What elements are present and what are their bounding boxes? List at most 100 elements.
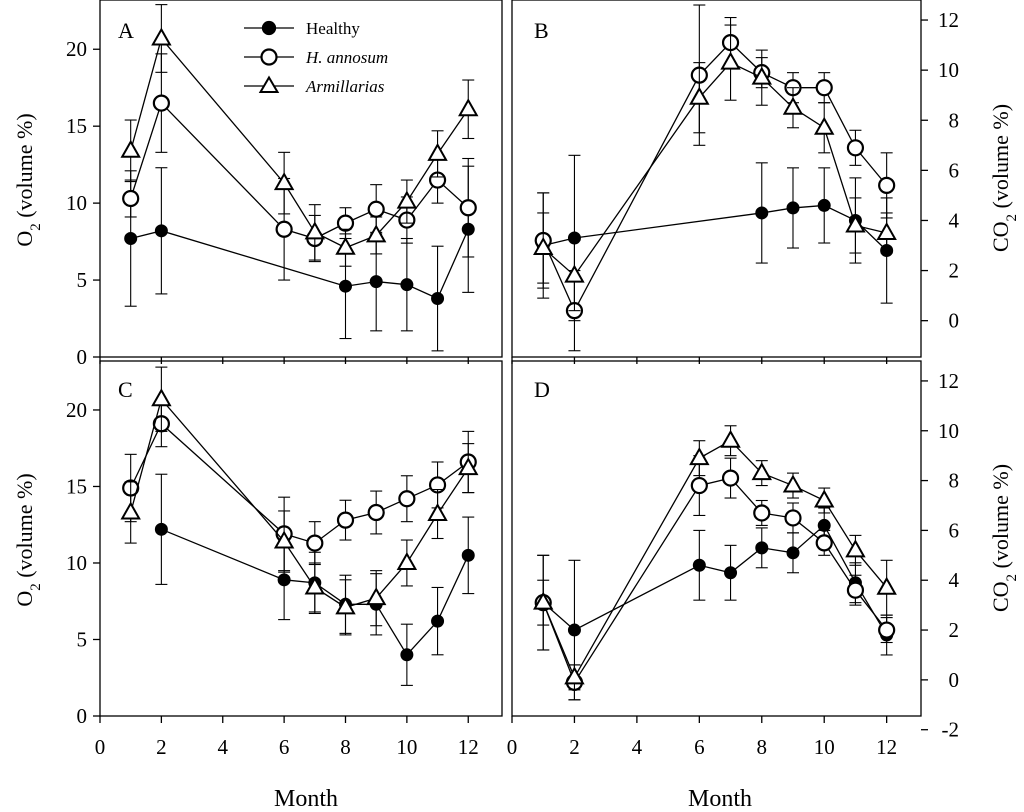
point-armillarias [751,66,772,85]
x-tick-label-c: 4 [217,735,228,759]
y-tick-label-b: 12 [938,8,959,32]
point-healthy [755,206,769,220]
x-tick-label-d: 12 [876,735,897,759]
point-armillarias [304,576,326,595]
y-tick-label-b: 8 [949,108,960,132]
y-tick-label-d: 12 [938,369,959,393]
x-tick-label-d: 6 [694,735,705,759]
y-tick-label-c: 0 [77,704,88,728]
point-healthy [338,279,352,293]
x-tick-label-c: 6 [279,735,290,759]
point-armillarias [845,214,866,233]
y-tick-label-b: 10 [938,58,959,82]
point-h-annosum [753,504,771,522]
point-h-annosum [846,139,865,157]
point-h-annosum [122,189,140,208]
y-tick-label-a: 20 [66,37,87,61]
legend-marker-h-annosum [260,48,278,66]
y-tick-label-d: 2 [949,618,960,642]
panel-d-series [533,425,897,701]
x-tick-label-c: 12 [458,735,479,759]
y-tick-label-d: 10 [938,419,959,443]
y-tick-label-d: -2 [942,718,960,742]
point-armillarias [533,591,554,610]
point-healthy [369,275,383,289]
x-tick-label-d: 4 [632,735,643,759]
y-tick-label-d: 0 [949,668,960,692]
y-tick-label-b: 6 [949,158,960,182]
point-h-annosum [367,503,385,522]
y-tick-label-d: 8 [949,469,960,493]
point-h-annosum [398,490,416,508]
point-armillarias [335,236,356,255]
legend-marker-armillarias [258,75,280,93]
data-layer [120,4,897,701]
point-armillarias [782,474,804,493]
point-armillarias [120,139,141,158]
point-healthy [461,548,475,562]
point-healthy [400,648,414,662]
point-armillarias [396,190,418,209]
legend: Healthy H. annosum Armillarias [244,19,388,96]
y-tick-label-b: 2 [949,259,960,283]
y-tick-label-d: 6 [949,518,960,542]
legend-marker-healthy [261,20,277,36]
x-tick-label-d: 10 [814,735,835,759]
point-h-annosum [878,176,896,194]
point-armillarias [365,224,387,243]
panel-letter-c: C [118,377,133,402]
point-healthy [755,541,769,555]
point-h-annosum [815,79,833,97]
point-h-annosum [275,220,293,238]
x-tick-label-c: 0 [95,735,106,759]
point-armillarias [120,501,141,520]
point-healthy [817,518,831,532]
point-h-annosum [367,200,385,218]
point-armillarias [689,447,710,466]
y-tick-label-a: 15 [66,114,87,138]
point-healthy [692,558,706,572]
panel-letter-d: D [534,377,550,402]
y-tick-label-c: 10 [66,551,87,575]
x-tick-label-d: 2 [569,735,580,759]
point-armillarias [304,221,326,240]
point-h-annosum [306,534,324,552]
panel-a-frame [99,0,503,358]
y-axis-title-top-left: O2 (volume %) [12,113,44,246]
point-armillarias [335,596,356,615]
y-tick-label-a: 5 [77,268,88,292]
point-armillarias [427,502,448,522]
point-h-annosum [846,581,865,599]
legend-label-armillarias: Armillarias [305,77,385,96]
point-healthy [817,198,831,212]
point-armillarias [782,96,804,115]
point-h-annosum [336,511,355,529]
y-tick-label-a: 0 [77,345,88,369]
x-tick-label-c: 2 [156,735,167,759]
point-armillarias [151,27,172,46]
legend-label-h-annosum: H. annosum [305,48,388,67]
point-armillarias [396,551,418,570]
point-armillarias [813,489,835,508]
y-tick-label-b: 4 [949,208,960,232]
x-tick-label-d: 8 [757,735,768,759]
panel-c-frame [99,360,503,717]
point-healthy [786,201,800,215]
x-axis-title-left: Month [274,786,338,812]
point-armillarias [458,98,479,117]
point-armillarias [564,666,585,685]
y-tick-label-b: 0 [949,309,960,333]
x-tick-label-c: 10 [396,735,417,759]
point-armillarias [845,539,866,558]
point-armillarias [533,236,554,256]
point-healthy [724,566,738,580]
point-healthy [124,232,138,246]
panel-letter-a: A [118,18,134,43]
y-tick-label-c: 20 [66,398,87,422]
panel-c-series [120,366,479,686]
y-tick-label-a: 10 [66,191,87,215]
point-healthy [431,292,445,306]
point-armillarias [689,86,710,105]
x-axis-title-right: Month [688,786,752,812]
